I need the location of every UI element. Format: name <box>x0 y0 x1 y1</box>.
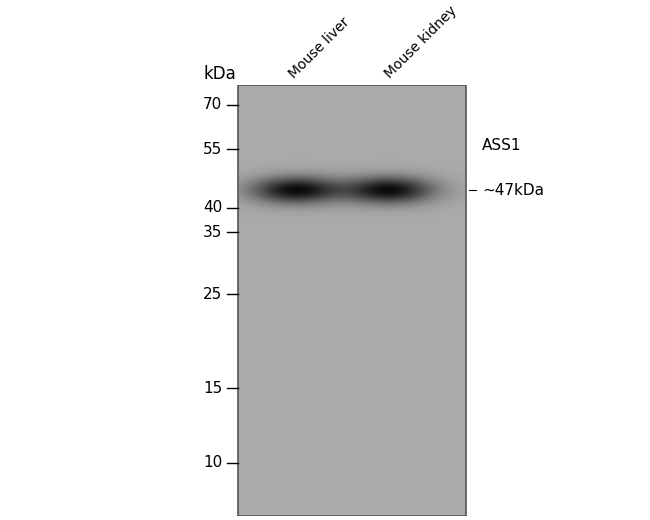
Text: 40: 40 <box>203 200 222 215</box>
Text: ASS1: ASS1 <box>482 138 522 153</box>
Text: 15: 15 <box>203 381 222 396</box>
Text: 55: 55 <box>203 141 222 157</box>
Bar <box>239 85 466 516</box>
Text: 70: 70 <box>203 97 222 112</box>
Text: 35: 35 <box>203 225 222 240</box>
Text: Mouse liver: Mouse liver <box>286 15 352 82</box>
Text: Mouse kidney: Mouse kidney <box>382 4 460 82</box>
Text: 10: 10 <box>203 456 222 471</box>
Text: ~47kDa: ~47kDa <box>482 183 544 198</box>
Text: 25: 25 <box>203 287 222 302</box>
Text: kDa: kDa <box>203 64 236 83</box>
